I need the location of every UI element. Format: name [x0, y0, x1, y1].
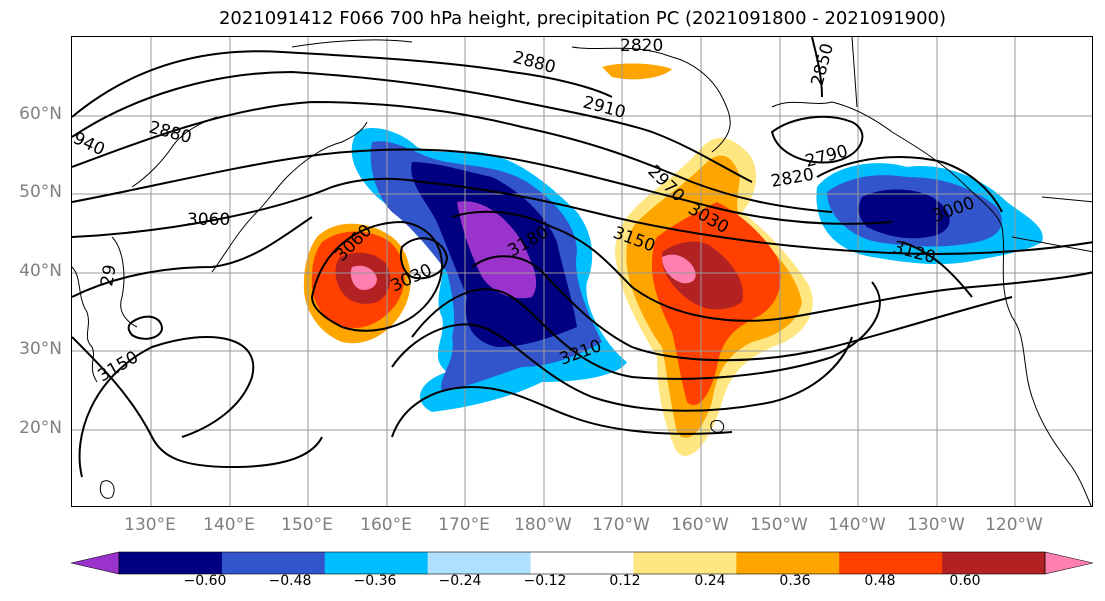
lat-label: 50°N — [19, 182, 62, 202]
contour-label: 3150 — [95, 347, 142, 386]
colorbar-tick-label: 0.48 — [864, 573, 896, 589]
colorbar-extend-high — [1044, 551, 1093, 575]
colorbar-tick-label: −0.60 — [183, 573, 227, 589]
height-contours — [72, 37, 1092, 478]
colorbar-extend-low — [71, 551, 120, 575]
colorbar-tick-label: −0.48 — [268, 573, 312, 589]
lon-label: 130°E — [124, 515, 176, 535]
colorbar-cell — [221, 552, 326, 574]
precip-positive-shading — [303, 63, 813, 456]
contour-label: 3060 — [187, 210, 230, 230]
lon-label: 140°W — [828, 515, 886, 535]
lon-label: 150°E — [281, 515, 333, 535]
colorbar-tick-label: −0.12 — [523, 573, 567, 589]
colorbar-cell — [119, 552, 223, 574]
lat-label: 20°N — [19, 418, 62, 438]
colorbar-cell — [324, 552, 429, 574]
colorbar-cell — [633, 552, 737, 574]
colorbar-tick-label: 0.36 — [779, 573, 811, 589]
contour-label: 29 — [97, 263, 120, 288]
lat-label: 40°N — [19, 261, 62, 281]
map-frame: 2820 2850 2880 2880 2910 940 2790 2820 2… — [71, 36, 1093, 507]
colorbar-cell — [839, 552, 943, 574]
colorbar-tick-label: −0.36 — [353, 573, 397, 589]
colorbar-tick-label: 0.24 — [694, 573, 726, 589]
colorbar-cell — [427, 552, 532, 574]
map-canvas: 2820 2850 2880 2880 2910 940 2790 2820 2… — [72, 37, 1092, 506]
colorbar-tick-label: −0.24 — [438, 573, 482, 589]
contour-label: 2820 — [620, 37, 663, 56]
colorbar-cell — [942, 552, 1046, 574]
coastlines — [72, 37, 1092, 506]
lon-label: 130°W — [907, 515, 965, 535]
colorbar — [71, 551, 1093, 575]
lon-label: 160°E — [360, 515, 412, 535]
colorbar-outline — [118, 551, 1046, 575]
contour-label: 2880 — [147, 118, 194, 149]
lat-label: 30°N — [19, 339, 62, 359]
lat-label: 60°N — [19, 104, 62, 124]
lon-label: 170°W — [592, 515, 650, 535]
lon-label: 160°W — [671, 515, 729, 535]
lon-label: 140°E — [203, 515, 255, 535]
lon-label: 120°W — [985, 515, 1043, 535]
map-title: 2021091412 F066 700 hPa height, precipit… — [218, 8, 947, 29]
colorbar-cell — [736, 552, 840, 574]
lon-label: 150°W — [750, 515, 808, 535]
lon-label: 170°E — [438, 515, 490, 535]
contour-label: 2850 — [808, 41, 839, 88]
contour-label: 2820 — [769, 165, 815, 192]
lon-label: 180°W — [514, 515, 572, 535]
colorbar-tick-label: 0.12 — [609, 573, 641, 589]
colorbar-cell — [530, 552, 634, 574]
colorbar-tick-label: 0.60 — [949, 573, 981, 589]
